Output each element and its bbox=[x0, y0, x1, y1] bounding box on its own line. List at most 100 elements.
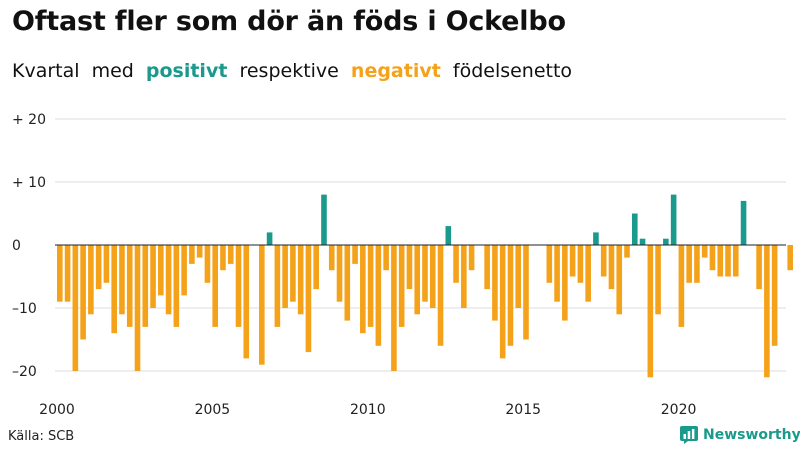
bar-negative bbox=[507, 245, 514, 346]
bar-negative bbox=[437, 245, 444, 346]
bar-negative bbox=[274, 245, 281, 327]
bar-negative bbox=[398, 245, 405, 327]
bar-negative bbox=[554, 245, 560, 302]
bar-negative bbox=[391, 245, 397, 371]
subtitle-prefix: Kvartal med bbox=[12, 60, 134, 82]
bar-negative bbox=[150, 245, 156, 308]
bar-negative bbox=[126, 245, 133, 327]
bar-negative bbox=[158, 245, 164, 296]
bar-negative bbox=[95, 245, 102, 290]
bar-negative bbox=[655, 245, 661, 315]
bar-negative bbox=[181, 245, 187, 296]
x-tick-label: 2005 bbox=[195, 402, 231, 418]
bar-negative bbox=[344, 245, 351, 321]
bar-negative bbox=[204, 245, 211, 283]
bar-negative bbox=[414, 245, 421, 315]
subtitle-positive-label: positivt bbox=[145, 60, 228, 82]
bar-negative bbox=[569, 245, 576, 277]
bar-negative bbox=[764, 245, 770, 378]
chart-title: Oftast fler som dör än föds i Ockelbo bbox=[12, 6, 566, 37]
y-axis-labels: + 20 + 10 0 –10 –20 bbox=[12, 112, 46, 380]
bar-negative bbox=[701, 245, 708, 258]
x-axis-labels: 2000 2005 2010 2015 2020 bbox=[39, 402, 696, 418]
bar-positive bbox=[321, 194, 327, 245]
newsworthy-logo[interactable]: Newsworthy bbox=[680, 426, 800, 444]
bar-negative bbox=[80, 245, 86, 340]
bar-negative bbox=[111, 245, 117, 334]
bars bbox=[57, 194, 793, 378]
bar-positive bbox=[740, 200, 747, 245]
bar-negative bbox=[709, 245, 716, 271]
bar-negative bbox=[562, 245, 568, 321]
bar-negative bbox=[732, 245, 739, 277]
bar-negative bbox=[352, 245, 358, 264]
bar-negative bbox=[787, 245, 793, 271]
bar-negative bbox=[492, 245, 498, 321]
bar-negative bbox=[686, 245, 692, 283]
bar-negative bbox=[196, 245, 203, 258]
bar-negative bbox=[756, 245, 762, 290]
bar-negative bbox=[717, 245, 724, 277]
bar-negative bbox=[103, 245, 110, 283]
bar-negative bbox=[134, 245, 141, 371]
bar-negative bbox=[468, 245, 475, 271]
bar-negative bbox=[484, 245, 490, 290]
bar-negative bbox=[585, 245, 591, 302]
bar-negative bbox=[616, 245, 623, 315]
x-tick-label: 2015 bbox=[505, 402, 541, 418]
bar-positive bbox=[266, 232, 273, 245]
bar-negative bbox=[297, 245, 304, 315]
bar-negative bbox=[64, 245, 71, 302]
bar-negative bbox=[142, 245, 149, 327]
y-tick-label: –20 bbox=[12, 364, 37, 380]
y-tick-label: + 10 bbox=[12, 175, 46, 191]
x-tick-label: 2020 bbox=[661, 402, 697, 418]
bar-negative bbox=[305, 245, 312, 353]
bar-negative bbox=[313, 245, 320, 290]
bar-negative bbox=[546, 245, 553, 283]
subtitle-suffix: födelsenetto bbox=[452, 60, 573, 82]
source-note: Källa: SCB bbox=[8, 429, 75, 444]
bar-negative bbox=[515, 245, 522, 308]
bar-negative bbox=[336, 245, 343, 302]
y-tick-label: –10 bbox=[12, 301, 37, 317]
bar-negative bbox=[88, 245, 94, 315]
bar-negative bbox=[383, 245, 389, 271]
subtitle-negative-label: negativt bbox=[350, 60, 441, 82]
bar-negative bbox=[235, 245, 242, 327]
bar-negative bbox=[499, 245, 506, 359]
logo-text: Newsworthy bbox=[703, 427, 800, 443]
chart-logo-icon bbox=[680, 426, 698, 444]
x-tick-label: 2010 bbox=[350, 402, 386, 418]
bar-positive bbox=[445, 226, 452, 245]
bar-negative bbox=[600, 245, 607, 277]
bar-negative bbox=[259, 245, 265, 365]
bar-negative bbox=[725, 245, 731, 277]
bar-positive bbox=[631, 213, 638, 245]
bar-positive bbox=[663, 238, 669, 245]
bar-negative bbox=[119, 245, 125, 315]
bar-negative bbox=[422, 245, 428, 302]
bar-positive bbox=[639, 238, 646, 245]
bar-negative bbox=[367, 245, 374, 327]
bar-negative bbox=[212, 245, 218, 327]
bar-negative bbox=[282, 245, 288, 308]
bar-negative bbox=[227, 245, 234, 264]
bar-negative bbox=[608, 245, 615, 290]
bar-negative bbox=[328, 245, 335, 271]
bar-negative bbox=[290, 245, 296, 302]
y-tick-label: 0 bbox=[12, 238, 21, 254]
bar-negative bbox=[577, 245, 584, 283]
bar-negative bbox=[220, 245, 226, 271]
bar-positive bbox=[670, 194, 677, 245]
chart-subtitle: Kvartal med positivt respektive negativt… bbox=[12, 60, 572, 82]
subtitle-middle: respektive bbox=[239, 60, 339, 82]
bar-negative bbox=[624, 245, 630, 258]
bar-positive bbox=[593, 232, 599, 245]
bar-negative bbox=[72, 245, 79, 371]
bar-negative bbox=[375, 245, 382, 346]
bar-negative bbox=[360, 245, 366, 334]
bar-negative bbox=[165, 245, 172, 315]
bar-negative bbox=[647, 245, 654, 378]
